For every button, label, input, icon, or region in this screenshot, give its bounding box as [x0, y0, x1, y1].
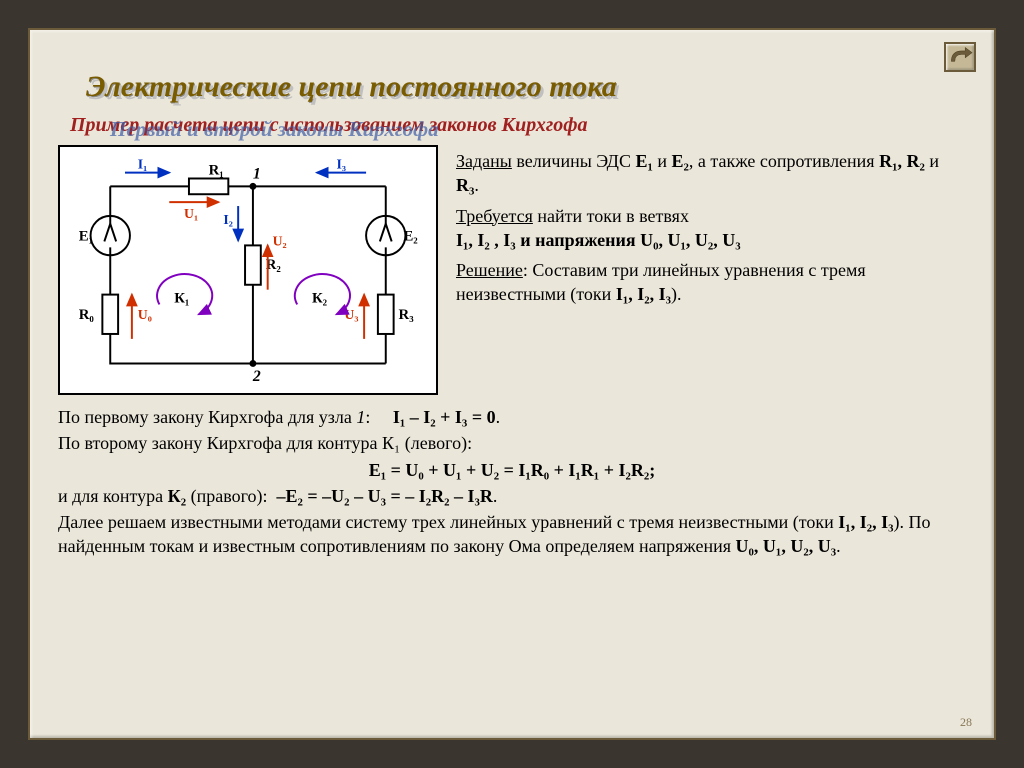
nav-back-button[interactable] [944, 42, 976, 72]
page-title: Электрические цепи постоянного тока [86, 70, 966, 104]
solution-label: Решение [456, 260, 523, 280]
given-label: Заданы [456, 151, 512, 171]
svg-text:E₂: E₂ [403, 228, 418, 244]
page-number: 28 [960, 715, 972, 730]
solution-line: Решение: Составим три линейных уравнения… [456, 258, 966, 307]
svg-text:U₀: U₀ [138, 307, 152, 322]
svg-text:R₁: R₁ [209, 163, 224, 179]
required-label: Требуется [456, 206, 533, 226]
subtitle-ghost: Первый и второй законы Кирхгофа [110, 117, 439, 142]
circuit-diagram: R₁ R₂ R₀ R₃ E₁ E₂ 1 2 I₁ I₃ I₂ U₁ U₂ U₀ … [58, 145, 438, 395]
required-line: Требуется найти токи в ветвях I₁, I₂ , I… [456, 204, 966, 253]
derivation-text: По первому закону Кирхгофа для узла 1: I… [58, 405, 966, 559]
problem-text: Заданы величины ЭДС E₁ и E₂, а также соп… [456, 145, 966, 395]
eq-line-1: По первому закону Кирхгофа для узла 1: I… [58, 405, 966, 429]
eq-line-5: Далее решаем известными методами систему… [58, 510, 966, 559]
svg-text:R₃: R₃ [399, 307, 415, 323]
eq-line-3: E₁ = U₀ + U₁ + U₂ = I₁R₀ + I₁R₁ + I₂R₂; [58, 458, 966, 482]
svg-text:U₃: U₃ [344, 307, 358, 322]
eq-line-2: По второму закону Кирхгофа для контура К… [58, 431, 966, 455]
slide-frame: Электрические цепи постоянного тока Прим… [28, 28, 996, 740]
svg-text:E₁: E₁ [79, 228, 93, 244]
svg-text:К₂: К₂ [312, 290, 328, 306]
svg-text:2: 2 [252, 368, 261, 385]
svg-text:1: 1 [253, 165, 261, 182]
svg-text:R₀: R₀ [79, 307, 95, 323]
svg-text:U₁: U₁ [184, 206, 198, 221]
content-row: R₁ R₂ R₀ R₃ E₁ E₂ 1 2 I₁ I₃ I₂ U₁ U₂ U₀ … [58, 145, 966, 395]
subtitle: Пример расчета цепи с использованием зак… [70, 114, 966, 137]
svg-text:U₂: U₂ [273, 233, 287, 248]
svg-text:I₁: I₁ [138, 157, 147, 172]
svg-text:К₁: К₁ [174, 290, 189, 306]
svg-text:I₂: I₂ [223, 212, 232, 227]
given-line: Заданы величины ЭДС E₁ и E₂, а также соп… [456, 149, 966, 198]
eq-line-4: и для контура К₂ (правого): –E₂ = –U₂ – … [58, 484, 966, 508]
return-arrow-icon [946, 44, 974, 70]
svg-text:I₃: I₃ [337, 157, 346, 172]
